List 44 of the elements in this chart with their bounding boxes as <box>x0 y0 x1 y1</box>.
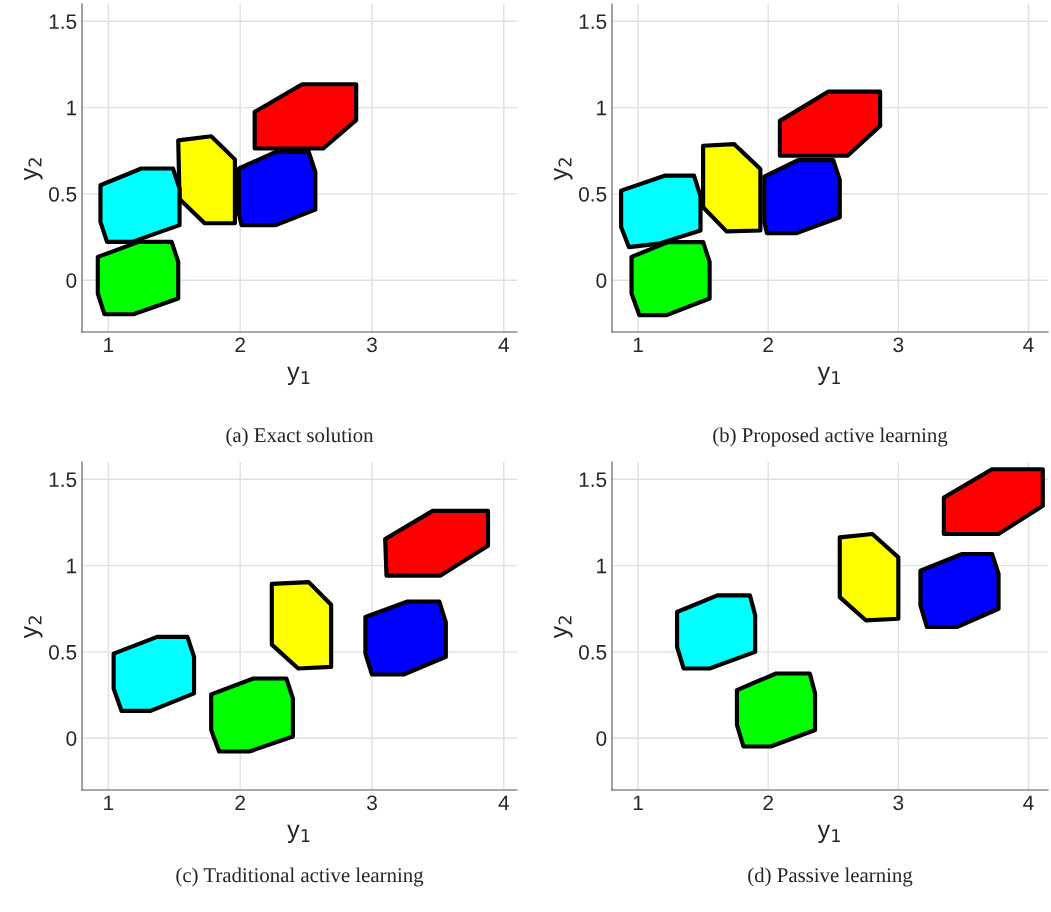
x-tick-label: 1 <box>104 795 114 810</box>
y-tick-label: 0 <box>596 731 607 746</box>
y-axis-title: y$_{2}$ <box>554 158 573 181</box>
y-tick-label: 0.5 <box>578 644 607 660</box>
x-tick-label: 3 <box>367 337 377 353</box>
x-tick-label: 3 <box>893 795 904 811</box>
y-tick-label: 0 <box>66 273 77 288</box>
x-tick-label: 1 <box>633 337 643 352</box>
y-tick-label: 1.5 <box>579 14 607 30</box>
x-axis-title: y$_{1}$ <box>817 824 840 844</box>
y-tick-label: 1 <box>67 558 77 574</box>
x-tick-label: 2 <box>763 795 773 810</box>
x-tick-label: 3 <box>367 795 377 811</box>
x-tick-label: 2 <box>235 795 245 810</box>
y-tick-label: 1 <box>597 558 607 574</box>
y-tick-label: 1 <box>67 100 77 116</box>
y-tick-label: 1.5 <box>579 472 607 488</box>
x-axis-title: y$_{1}$ <box>817 366 840 386</box>
y-tick-label: 1.5 <box>49 472 77 488</box>
x-tick-label: 4 <box>498 337 509 352</box>
y-axis-title: y$_{2}$ <box>554 616 573 639</box>
y-tick-label: 0.5 <box>578 186 607 202</box>
text: (a) Exact solution <box>226 427 374 447</box>
y-axis-title: y$_{2}$ <box>24 158 43 181</box>
y-axis-title: y$_{2}$ <box>24 616 43 639</box>
x-tick-label: 4 <box>1023 337 1034 352</box>
y-tick-label: 0 <box>66 731 77 746</box>
x-tick-label: 4 <box>1023 795 1034 810</box>
y-tick-label: 0.5 <box>48 644 77 660</box>
y-tick-label: 1 <box>597 100 607 116</box>
y-tick-label: 1.5 <box>49 14 77 30</box>
x-tick-label: 3 <box>893 337 904 353</box>
x-axis-title: y$_{1}$ <box>287 824 310 844</box>
text: (b) Proposed active learning <box>713 427 948 447</box>
y-tick-label: 0 <box>596 273 607 288</box>
x-tick-label: 4 <box>498 795 509 810</box>
x-axis-title: y$_{1}$ <box>287 366 310 386</box>
x-tick-label: 2 <box>763 337 773 352</box>
x-tick-label: 2 <box>235 337 245 352</box>
text: (c) Traditional active learning <box>176 867 424 887</box>
text: (d) Passive learning <box>748 867 913 887</box>
x-tick-label: 1 <box>104 337 114 352</box>
y-tick-label: 0.5 <box>48 186 77 202</box>
x-tick-label: 1 <box>633 795 643 810</box>
